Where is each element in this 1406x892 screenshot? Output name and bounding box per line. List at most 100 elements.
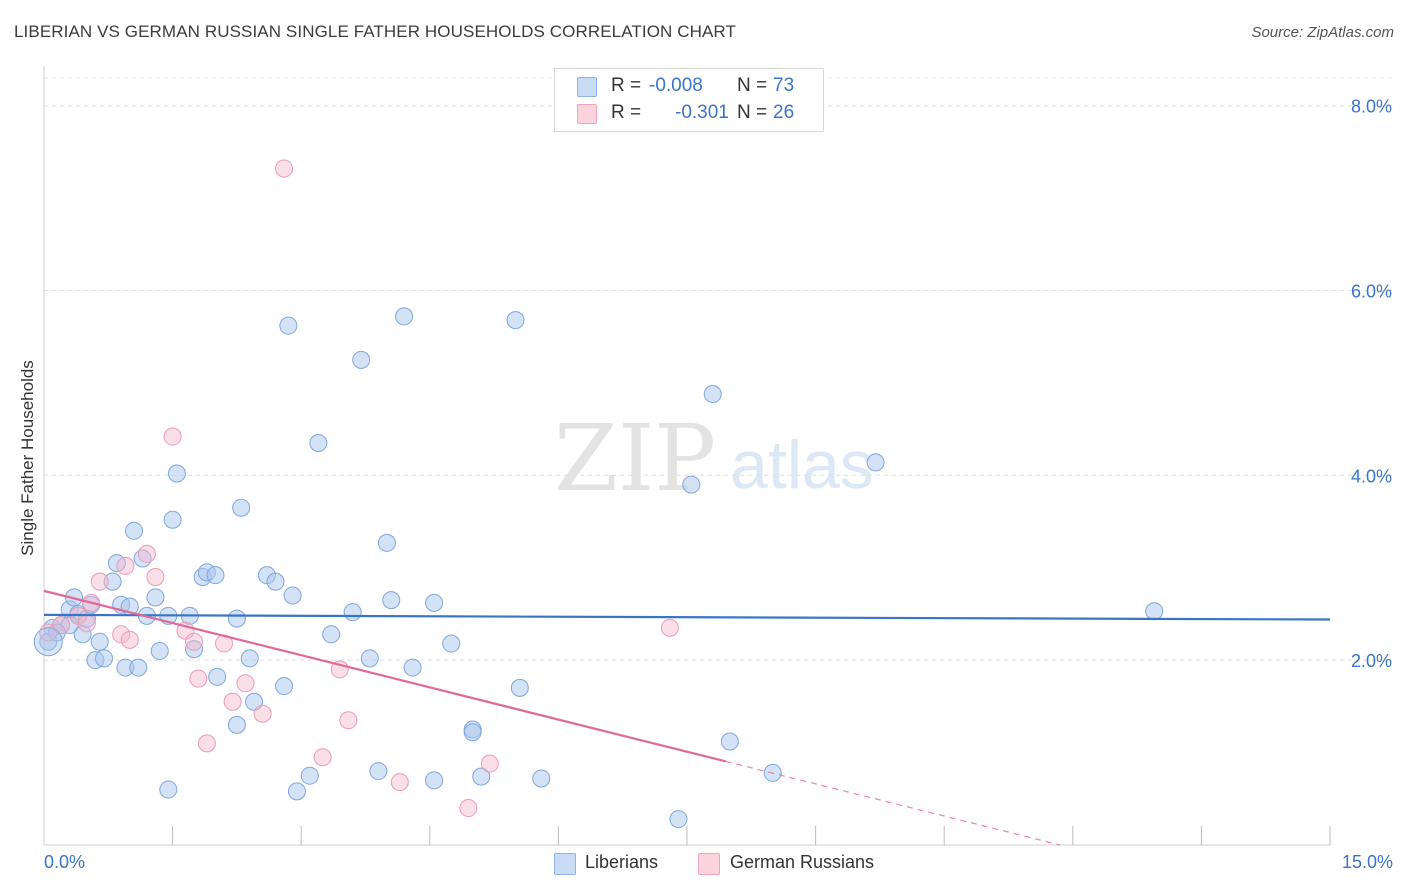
watermark-atlas: atlas xyxy=(730,427,874,503)
point-german-russians xyxy=(77,614,96,633)
y-tick-labels: 2.0% 4.0% 6.0% 8.0% xyxy=(1351,97,1392,671)
point-liberians xyxy=(279,316,298,335)
correlation-legend: R = -0.008 N = 73 R = -0.301 N = 26 xyxy=(554,68,824,132)
point-liberians xyxy=(208,667,227,686)
point-liberians xyxy=(163,510,182,529)
legend-n-label: N = xyxy=(737,102,768,123)
x-axis-min-label: 0.0% xyxy=(44,852,86,872)
bottom-legend-swatch-liberians xyxy=(554,853,576,875)
legend-n-value: 26 xyxy=(773,102,795,123)
point-german-russians xyxy=(112,625,131,644)
point-liberians xyxy=(95,649,114,668)
point-german-russians xyxy=(253,704,272,723)
point-german-russians xyxy=(236,674,255,693)
trend-line-german-russians xyxy=(43,589,726,763)
point-german-russians xyxy=(223,692,242,711)
point-german-russians xyxy=(275,159,294,178)
point-liberians xyxy=(227,715,246,734)
chart-title: LIBERIAN VS GERMAN RUSSIAN SINGLE FATHER… xyxy=(14,22,736,41)
legend-swatch-liberians xyxy=(577,77,597,97)
point-liberians xyxy=(425,593,444,612)
point-german-russians xyxy=(197,734,216,753)
point-liberians xyxy=(129,658,148,677)
point-liberians xyxy=(442,634,461,653)
point-german-russians xyxy=(146,568,165,587)
point-liberians xyxy=(669,810,688,829)
point-german-russians xyxy=(459,799,478,818)
legend-r-value: -0.008 xyxy=(649,75,703,96)
point-liberians xyxy=(150,641,169,660)
point-german-russians xyxy=(163,427,182,446)
point-german-russians xyxy=(120,630,139,649)
point-liberians xyxy=(159,780,178,799)
bottom-legend-label-liberians: Liberians xyxy=(585,852,659,872)
point-liberians xyxy=(287,782,306,801)
bottom-legend-swatch-german-russians xyxy=(698,853,720,875)
point-liberians xyxy=(703,385,722,404)
point-liberians xyxy=(146,588,165,607)
point-liberians xyxy=(403,658,422,677)
legend-r-label: R = xyxy=(611,75,642,96)
grid-lines xyxy=(44,77,1392,661)
data-points xyxy=(33,159,1164,829)
point-liberians xyxy=(866,453,885,472)
point-liberians xyxy=(266,572,285,591)
legend-r-value: -0.301 xyxy=(675,102,729,123)
point-liberians xyxy=(369,762,388,781)
legend-n-label: N = xyxy=(737,75,768,96)
point-liberians xyxy=(720,732,739,751)
point-liberians xyxy=(682,475,701,494)
bottom-legend-label-german-russians: German Russians xyxy=(730,852,875,872)
point-liberians xyxy=(532,769,551,788)
point-liberians xyxy=(167,464,186,483)
point-liberians xyxy=(377,533,396,552)
y-tick-label: 2.0% xyxy=(1351,651,1392,671)
point-liberians xyxy=(395,307,414,326)
watermark-zip: ZIP xyxy=(554,405,716,512)
point-liberians xyxy=(125,521,144,540)
point-liberians xyxy=(352,350,371,369)
point-german-russians xyxy=(189,669,208,688)
point-liberians xyxy=(240,649,259,668)
axes xyxy=(43,66,1331,846)
point-liberians xyxy=(232,498,251,517)
point-liberians xyxy=(283,586,302,605)
point-liberians-cluster xyxy=(33,627,63,657)
point-german-russians xyxy=(185,632,204,651)
point-liberians xyxy=(360,649,379,668)
point-liberians xyxy=(322,625,341,644)
legend-swatch-german-russians xyxy=(577,104,597,124)
point-german-russians xyxy=(116,556,135,575)
point-liberians xyxy=(185,640,204,659)
chart-source: Source: ZipAtlas.com xyxy=(1251,24,1394,41)
point-german-russians xyxy=(480,754,499,773)
trend-lines xyxy=(43,589,1331,846)
point-liberians xyxy=(506,311,525,330)
y-tick-label: 6.0% xyxy=(1351,282,1392,302)
trend-line-german-russians-extrapolated xyxy=(725,760,1061,846)
point-liberians xyxy=(1145,602,1164,621)
legend-r-label: R = xyxy=(611,102,642,123)
y-tick-label: 8.0% xyxy=(1351,97,1392,117)
point-german-russians xyxy=(390,773,409,792)
point-liberians xyxy=(510,678,529,697)
point-german-russians xyxy=(660,618,679,637)
point-liberians xyxy=(90,632,109,651)
point-liberians xyxy=(103,572,122,591)
point-german-russians xyxy=(90,572,109,591)
point-german-russians xyxy=(137,544,156,563)
point-german-russians xyxy=(52,616,71,635)
x-axis-max-label: 15.0% xyxy=(1341,852,1393,872)
point-liberians xyxy=(425,771,444,790)
legend-n-value: 73 xyxy=(773,75,795,96)
point-liberians xyxy=(382,591,401,610)
point-liberians xyxy=(227,609,246,628)
point-liberians xyxy=(472,767,491,786)
point-liberians xyxy=(275,677,294,696)
point-liberians xyxy=(309,434,328,453)
point-liberians xyxy=(206,566,225,585)
point-german-russians xyxy=(339,711,358,730)
point-liberians xyxy=(300,766,319,785)
point-german-russians xyxy=(313,748,332,767)
